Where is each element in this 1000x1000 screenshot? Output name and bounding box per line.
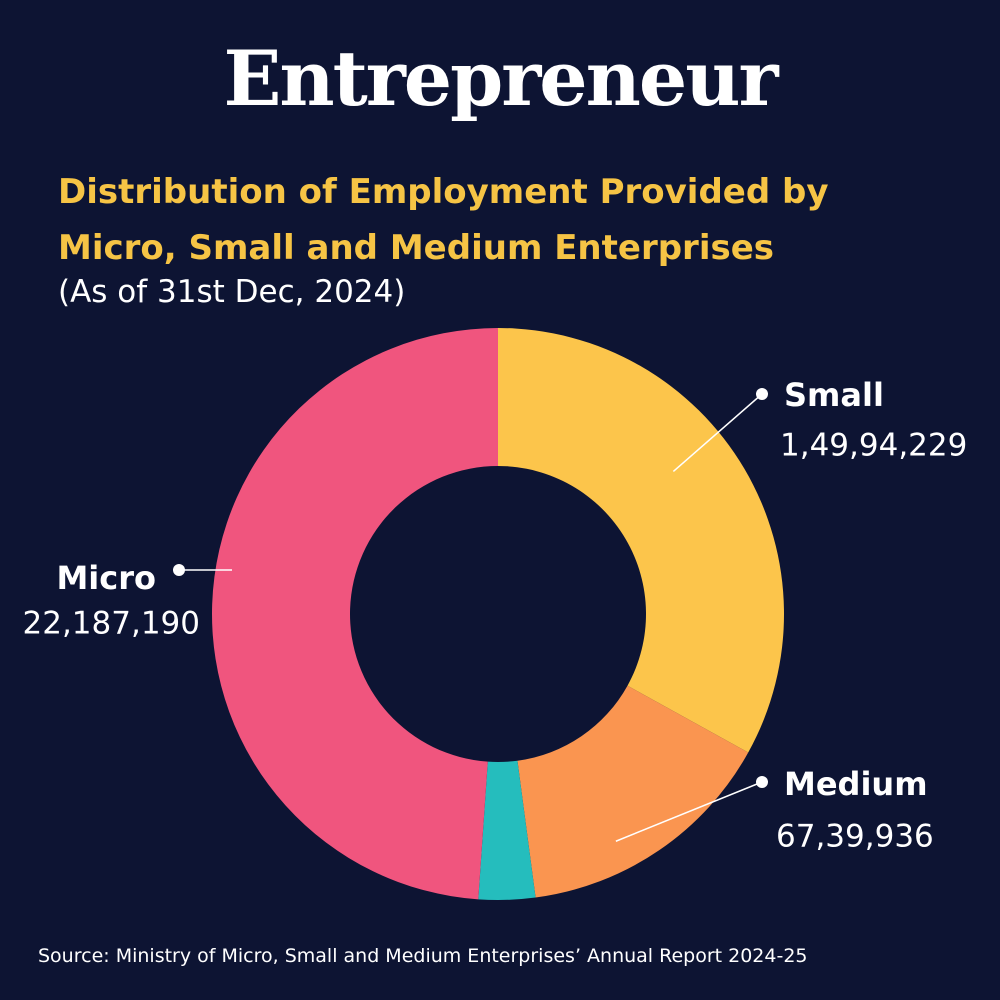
label-dot-medium	[756, 776, 768, 788]
donut-labels: Small 1,49,94,229 Medium 67,39,936 Micro 22,1…	[23, 376, 968, 855]
source-note: Source: Ministry of Micro, Small and Med…	[38, 945, 808, 967]
label-dot-small	[756, 388, 768, 400]
chart-subtitle: (As of 31st Dec, 2024)	[58, 274, 406, 310]
value-label-medium: 67,39,936	[776, 819, 934, 855]
brand-logo: Entrepreneur	[223, 34, 778, 123]
chart-title-line-2: Micro, Small and Medium Enterprises	[58, 228, 775, 268]
value-label-small: 1,49,94,229	[780, 428, 967, 464]
leader-line-medium	[615, 781, 763, 842]
label-dot-micro	[173, 564, 185, 576]
label-micro: Micro	[56, 559, 156, 597]
label-medium: Medium	[784, 765, 928, 803]
label-small: Small	[784, 376, 884, 414]
donut-slices	[212, 327, 784, 900]
slice-other	[478, 760, 536, 900]
slice-medium	[517, 685, 749, 898]
leader-line-small	[672, 393, 763, 473]
slice-micro	[212, 327, 498, 900]
value-label-micro: 22,187,190	[23, 606, 201, 642]
chart-title: Distribution of Employment Provided by M…	[58, 164, 958, 276]
slice-small	[498, 328, 784, 753]
chart-title-line-1: Distribution of Employment Provided by	[58, 172, 829, 212]
